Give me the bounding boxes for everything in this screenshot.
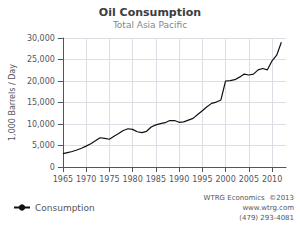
svg-text:1990: 1990 [169,175,189,184]
svg-text:www.wtrg.com: www.wtrg.com [242,204,294,212]
svg-text:1,000 Barrels / Day: 1,000 Barrels / Day [8,64,17,141]
svg-text:2000: 2000 [215,175,235,184]
svg-text:30,000: 30,000 [27,34,55,43]
svg-text:Total Asia Pacific: Total Asia Pacific [112,20,187,30]
svg-text:Oil Consumption: Oil Consumption [99,6,201,19]
svg-text:1970: 1970 [76,175,96,184]
svg-text:1965: 1965 [53,175,73,184]
svg-text:1980: 1980 [122,175,142,184]
svg-text:Consumption: Consumption [35,203,95,213]
svg-text:10,000: 10,000 [27,120,55,129]
svg-text:2010: 2010 [262,175,282,184]
svg-text:WTRG Economics ©2013: WTRG Economics ©2013 [203,194,294,202]
svg-text:20,000: 20,000 [27,77,55,86]
svg-text:0: 0 [50,163,55,172]
svg-text:15,000: 15,000 [27,98,55,107]
svg-text:1975: 1975 [99,175,119,184]
svg-text:25,000: 25,000 [27,55,55,64]
svg-text:1995: 1995 [192,175,212,184]
svg-text:2005: 2005 [239,175,259,184]
svg-text:1985: 1985 [146,175,166,184]
svg-text:(479) 293-4081: (479) 293-4081 [239,214,294,222]
svg-text:5,000: 5,000 [32,141,55,150]
